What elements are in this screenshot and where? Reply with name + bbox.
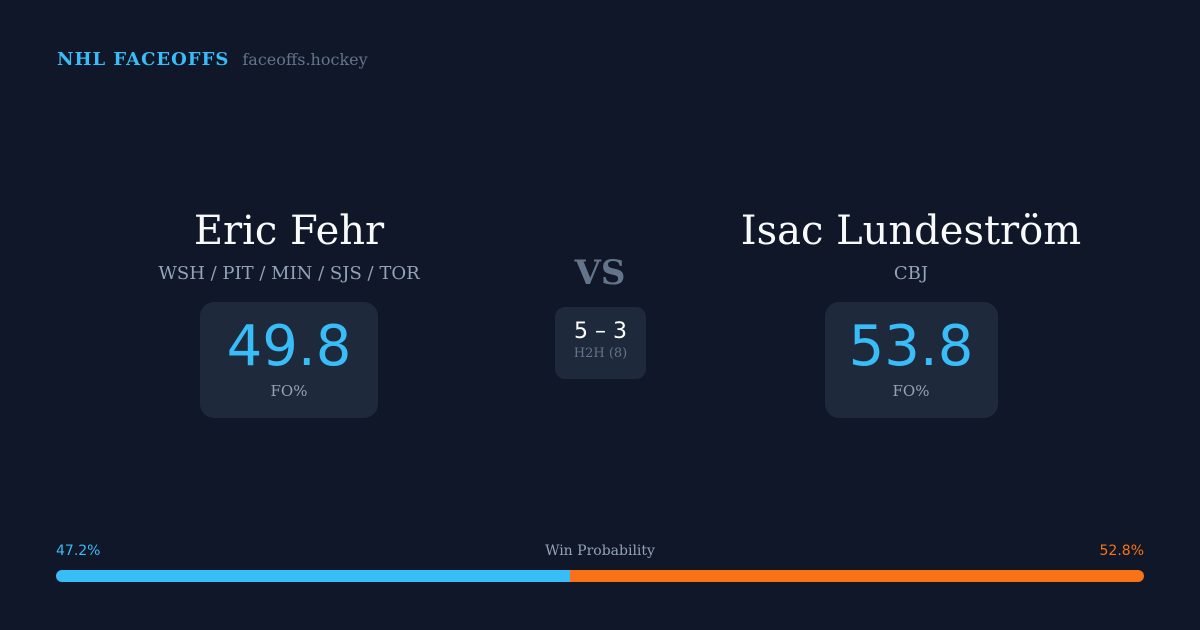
vs-label: VS — [574, 253, 626, 293]
site-url: faceoffs.hockey — [242, 50, 368, 69]
fo-card: 53.8 FO% — [824, 302, 998, 418]
site-title: NHL FACEOFFS — [57, 49, 230, 70]
win-prob-right: 52.8% — [1099, 543, 1144, 559]
fo-pct: 49.8 — [226, 314, 352, 379]
player-right: Isac Lundeström CBJ 53.8 FO% — [701, 205, 1121, 418]
win-prob-label: Win Probability — [545, 543, 655, 559]
h2h-score: 5 – 3 — [574, 319, 627, 344]
fo-label: FO% — [892, 382, 930, 400]
player-teams: WSH / PIT / MIN / SJS / TOR — [158, 263, 420, 284]
win-prob-left: 47.2% — [56, 543, 101, 559]
fo-card: 49.8 FO% — [200, 302, 378, 418]
player-left: Eric Fehr WSH / PIT / MIN / SJS / TOR 49… — [79, 205, 499, 418]
brand: NHL FACEOFFS faceoffs.hockey — [57, 49, 368, 70]
win-prob-bar — [56, 570, 1144, 582]
fo-pct: 53.8 — [848, 314, 974, 379]
win-prob-bar-right — [569, 570, 1144, 582]
fo-label: FO% — [270, 382, 308, 400]
player-name: Eric Fehr — [193, 208, 385, 254]
win-prob-bar-left — [56, 570, 570, 582]
player-teams: CBJ — [893, 263, 929, 284]
h2h-card: 5 – 3 H2H (8) — [555, 307, 646, 379]
h2h-count: H2H (8) — [573, 346, 628, 361]
player-name: Isac Lundeström — [740, 208, 1082, 254]
